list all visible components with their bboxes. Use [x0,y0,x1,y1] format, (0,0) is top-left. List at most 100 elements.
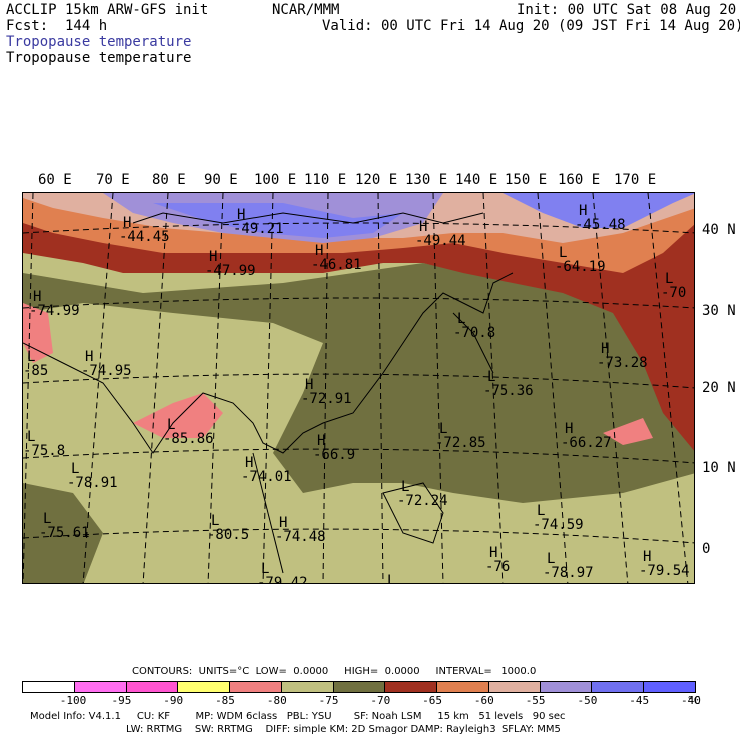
extremum-marker: H [305,377,314,393]
color-bar-tick-label: -55 [525,694,546,707]
extremum-value: -80.5 [207,527,250,543]
extremum-value: -75.61 [39,525,90,541]
extremum-value: -79.54 [639,563,690,579]
extremum-marker: L [537,503,546,519]
contours-info: CONTOURS: UNITS=°C LOW= 0.0000 HIGH= 0.0… [132,666,537,677]
color-bar-swatch [177,681,231,693]
color-bar-swatch [229,681,282,693]
extremum-marker: L [559,245,568,261]
extremum-value: -79.42 [257,575,308,584]
extremum-value: -44.45 [119,229,170,245]
extremum-marker: H [315,243,324,259]
extremum-marker: L [487,369,496,385]
model-info-line-2: LW: RRTMG SW: RRTMG DIFF: simple KM: 2D … [126,724,561,735]
extremum-marker: L [547,551,556,567]
extremum-value: -66.9 [313,447,356,463]
extremum-value: -72.85 [435,435,486,451]
color-bar-tick-label: °C [687,694,701,707]
extremum-marker: H [317,433,326,449]
color-bar-swatch [487,681,541,693]
color-bar-swatch [436,681,489,693]
extremum-marker: L [43,511,52,527]
color-bar-tick-label: -65 [422,694,443,707]
extremum-marker: L [387,573,396,584]
extremum-value: -75.36 [483,383,534,399]
extremum-value: -74.48 [275,529,326,545]
extremum-marker: H [489,545,498,561]
color-bar-tick-label: -100 [59,694,87,707]
extremum-marker: L [261,561,270,577]
color-bar-swatch [280,681,334,693]
extremum-value: -45.48 [575,217,626,233]
extremum-value: -72.91 [301,391,352,407]
extremum-value: -78.91 [67,475,118,491]
latitude-label: 30 N [702,303,736,319]
extremum-marker: H [579,203,588,219]
graticule [23,193,694,583]
longitude-label: 150 E [505,172,548,188]
extremum-value: -64.19 [555,259,606,275]
latitude-label: 0 [702,541,711,557]
extremum-marker: H [123,215,132,231]
model-title: ACCLIP 15km ARW-GFS init [6,2,209,18]
color-bar-tick-label: -75 [318,694,339,707]
extremum-value: -73.28 [597,355,648,371]
color-bar-swatch [539,681,593,693]
extremum-value: -70 [661,285,687,301]
extremum-marker: L [27,349,36,365]
color-bar-tick-label: -95 [111,694,132,707]
extremum-value: -66.27 [561,435,612,451]
latitude-label: 20 N [702,380,736,396]
extremum-value: -76 [485,559,511,575]
color-bar-swatch [332,681,386,693]
color-bar-swatch [643,681,696,693]
field-olive [23,253,694,503]
color-bar-tick-label: -70 [370,694,391,707]
init-time: Init: 00 UTC Sat 08 Aug 20 [517,2,737,18]
color-bar-swatch [591,681,645,693]
extremum-marker: H [245,455,254,471]
field-pink-india [133,393,223,438]
longitude-label: 130 E [405,172,448,188]
field-pink-pacific [603,418,653,445]
extremum-marker: H [33,289,42,305]
extremum-marker: L [27,429,36,445]
longitude-label: 140 E [455,172,498,188]
latitude-label: 40 N [702,222,736,238]
extremum-marker: H [643,549,652,565]
extremum-value: -46.81 [311,257,362,273]
longitude-label: 70 E [96,172,130,188]
color-bar-swatch [384,681,438,693]
extremum-marker: H [601,341,610,357]
longitude-label: 60 E [38,172,72,188]
tropopause-temperature-map [23,193,694,583]
extremum-value: -74.95 [81,363,132,379]
field-olive-sw [23,483,103,583]
longitude-label: 80 E [152,172,186,188]
model-info-line-1: Model Info: V4.1.1 CU: KF MP: WDM 6class… [30,711,566,722]
field-blue-east [503,193,694,228]
extremum-marker: L [71,461,80,477]
extremum-value: -75.8 [23,443,66,459]
extremum-marker: H [209,249,218,265]
color-bar-tick-label: -50 [577,694,598,707]
forecast-hour: Fcst: 144 h [6,18,108,34]
extremum-value: -70.8 [453,325,496,341]
extremum-marker: L [167,417,176,433]
color-bar-tick-label: -80 [266,694,287,707]
field-title: Tropopause temperature [6,50,192,66]
map-panel: H -44.45 H -49.21 H -49.44 H -45.48 H -47.99 H -46.… [22,192,695,584]
field-pink-west [23,303,53,363]
field-blue [153,203,403,238]
color-bar-tick-label: -45 [629,694,650,707]
extremum-value: -47.99 [205,263,256,279]
extremum-marker: H [279,515,288,531]
color-bar-swatch [73,681,127,693]
longitude-label: 170 E [614,172,657,188]
extremum-marker: L [211,513,220,529]
color-bar-tick-label: -85 [215,694,235,707]
latitude-label: 10 N [702,460,736,476]
extremum-value: -74.99 [29,303,80,319]
extremum-marker: H [419,219,428,235]
extremum-value: -49.21 [233,221,284,237]
